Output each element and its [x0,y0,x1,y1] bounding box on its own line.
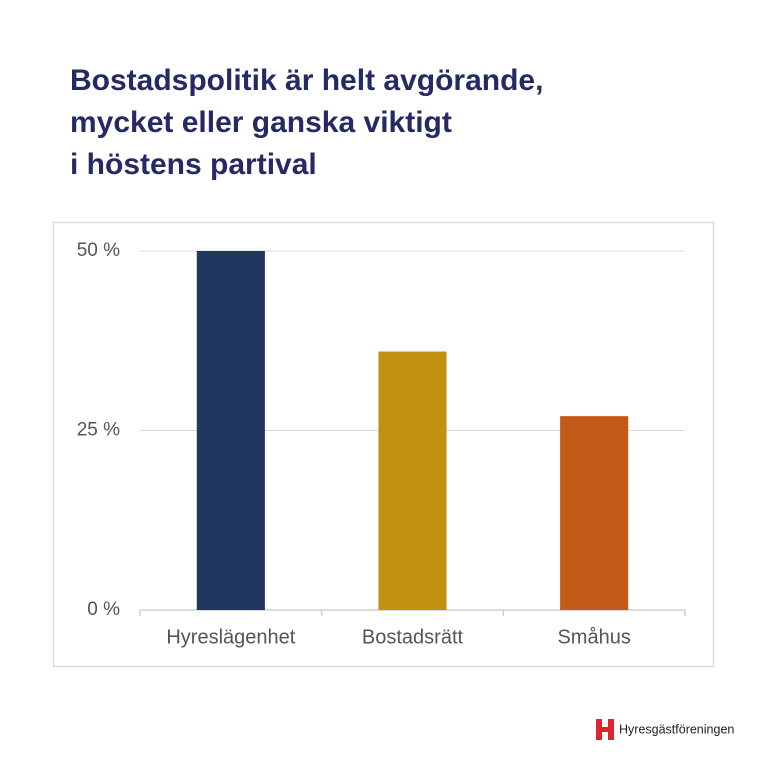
y-tick-label: 50 % [77,240,120,261]
chart-title: mycket eller ganska viktigt [70,106,452,139]
x-tick-label: Hyreslägenhet [166,626,295,648]
x-tick-label: Småhus [557,626,630,648]
logo-icon [596,727,614,732]
x-tick-label: Bostadsrätt [362,626,464,648]
chart-title: i höstens partival [70,148,317,181]
chart-frame [52,221,715,668]
chart-title: Bostadspolitik är helt avgörande, [70,64,543,97]
bar [196,251,265,610]
logo: Hyresgästföreningen [596,719,734,740]
y-tick-label: 25 % [77,420,120,441]
bar [378,351,447,610]
bar [560,416,629,610]
y-tick-label: 0 % [87,599,120,620]
logo-text: Hyresgästföreningen [619,722,734,736]
